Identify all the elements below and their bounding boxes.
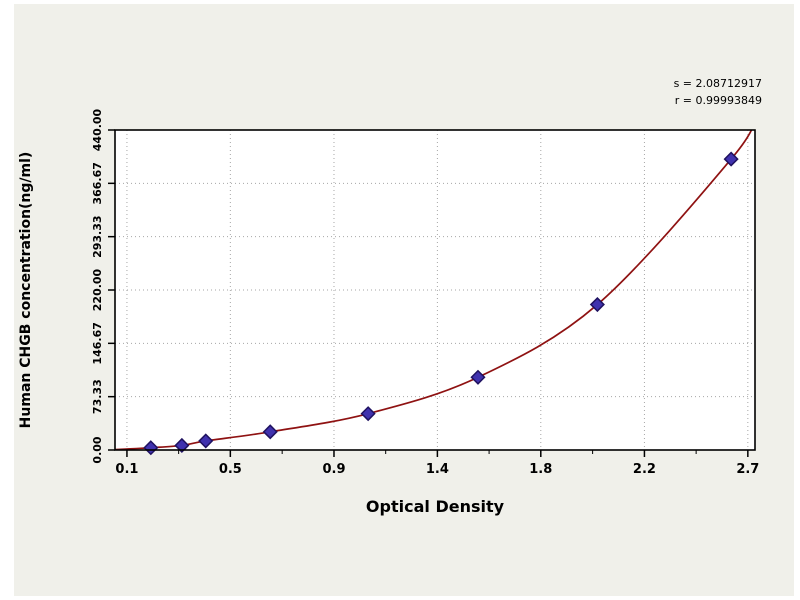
x-tick-label: 0.9 [322,462,345,477]
y-tick-label: 0.00 [91,436,104,463]
y-axis-title: Human CHGB concentration(ng/ml) [18,152,34,429]
y-tick-label: 73.33 [91,379,104,414]
x-axis-title: Optical Density [366,497,505,516]
x-tick-label: 2.2 [633,462,656,477]
x-tick-label: 0.1 [115,462,138,477]
axis-tick-marks [108,129,749,457]
data-point [723,151,739,167]
x-tick-label: 1.8 [529,462,552,477]
x-tick-label: 0.5 [219,462,242,477]
axis-tick-labels: 0.1 0.5 0.9 1.4 1.8 2.2 2.7 0.00 73.33 146.67 220.… [91,108,759,477]
data-point [589,296,605,313]
annotation-slope: s = 2.08712917 [674,77,762,90]
data-point [360,406,376,422]
x-tick-label: 1.4 [426,462,449,477]
data-point [174,437,190,454]
x-tick-label: 2.7 [736,462,759,477]
annotation-r-value: r = 0.99993849 [675,94,762,107]
data-point [262,424,278,440]
data-point [143,440,159,456]
y-tick-label: 146.67 [91,322,104,364]
y-tick-label: 440.00 [91,108,104,151]
data-point [198,433,214,449]
data-point [470,369,486,385]
y-tick-label: 220.00 [91,268,104,311]
data-point-markers [143,151,739,456]
y-tick-label: 366.67 [91,162,104,204]
y-tick-label: 293.33 [91,215,104,257]
